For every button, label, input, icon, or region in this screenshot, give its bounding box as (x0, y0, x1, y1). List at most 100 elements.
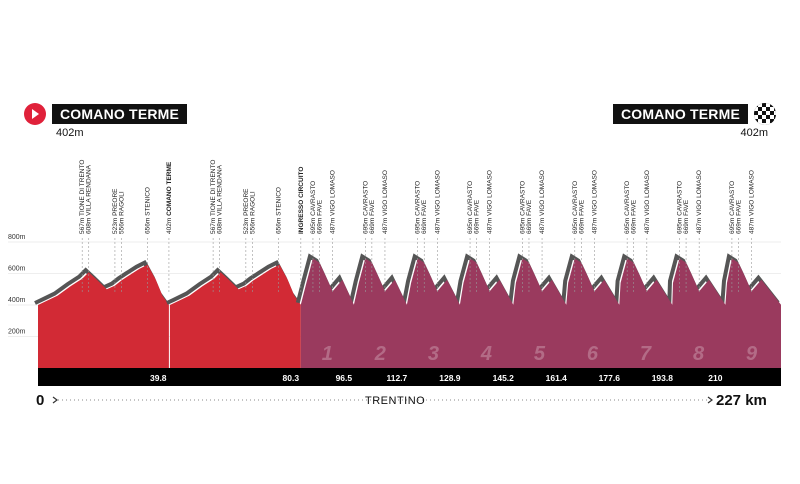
waypoint-label: 695m CAVRASTO (729, 181, 736, 234)
distance-bar (38, 368, 781, 386)
waypoint-text: 695m CAVRASTO (362, 181, 369, 234)
total-distance-label: 227 km (716, 392, 767, 409)
waypoint-text: 669m FAVE (578, 199, 585, 234)
waypoint-text: 487m VIGO LOMASO (434, 170, 441, 234)
waypoint-text: 669m FAVE (316, 199, 323, 234)
finish-flag-icon (754, 103, 776, 125)
waypoint-text: 487m VIGO LOMASO (696, 170, 703, 234)
waypoint-text: 695m CAVRASTO (415, 181, 422, 234)
waypoint-text: 567m TIONE DI TRENTO (79, 160, 86, 234)
waypoint-text: 608m VILLA RENDANA (217, 164, 224, 234)
waypoint-label: 656m STENICO (145, 187, 152, 234)
waypoint-text: 669m FAVE (369, 199, 376, 234)
waypoint-text: 523m PREORE (112, 188, 119, 234)
waypoint-label: 487m VIGO LOMASO (696, 170, 703, 234)
start-altitude: 402m (56, 127, 84, 139)
waypoint-text: 487m VIGO LOMASO (539, 170, 546, 234)
lap-number: 5 (534, 343, 546, 365)
waypoint-label: 487m VIGO LOMASO (539, 170, 546, 234)
lap-number: 2 (374, 343, 386, 365)
waypoint-label: 695m CAVRASTO (415, 181, 422, 234)
start-flag-icon (24, 103, 46, 125)
waypoint-label: 669m FAVE (421, 199, 428, 234)
waypoint-label: 695m CAVRASTO (310, 181, 317, 234)
km-marker: 128.9 (439, 373, 461, 383)
waypoint-text: 695m CAVRASTO (624, 181, 631, 234)
lap-numbers: 1 2 3 4 5 6 7 8 9 (322, 343, 758, 365)
waypoint-label: 695m CAVRASTO (677, 181, 684, 234)
lap-number: 3 (428, 343, 439, 365)
waypoint-label: 523m PREORE (243, 188, 250, 234)
waypoint-label: 669m FAVE (735, 199, 742, 234)
waypoint-label: 695m CAVRASTO (519, 181, 526, 234)
distance-axis (52, 396, 713, 404)
km-marker: 145.2 (493, 373, 515, 383)
waypoint-text: 487m VIGO LOMASO (487, 170, 494, 234)
waypoint-text: 695m CAVRASTO (310, 181, 317, 234)
y-tick-label: 800m (8, 234, 26, 241)
waypoint-text: 695m CAVRASTO (572, 181, 579, 234)
km-markers: 39.8 80.3 96.5 112.7 128.9 145.2 161.4 177.6 193… (150, 373, 723, 383)
lap-number: 9 (746, 343, 758, 365)
km-marker: 39.8 (150, 373, 167, 383)
waypoint-label: 608m VILLA RENDANA (217, 164, 224, 234)
waypoint-text: 695m CAVRASTO (467, 181, 474, 234)
waypoint-text: 487m VIGO LOMASO (382, 170, 389, 234)
lap-number: 7 (640, 343, 652, 365)
profile-loop-area (169, 264, 301, 368)
waypoint-text: 523m PREORE (243, 188, 250, 234)
km-marker: 80.3 (283, 373, 300, 383)
waypoint-label: 523m PREORE (112, 188, 119, 234)
waypoint-label: 487m VIGO LOMASO (330, 170, 337, 234)
waypoint-text: 669m FAVE (474, 199, 481, 234)
waypoint-text: 487m VIGO LOMASO (330, 170, 337, 234)
waypoint-text: 695m CAVRASTO (677, 181, 684, 234)
finish-altitude: 402m (740, 127, 768, 139)
km-marker: 161.4 (546, 373, 568, 383)
profile-circuit-area (300, 258, 781, 368)
km-marker: 210 (708, 373, 722, 383)
waypoint-text: 669m FAVE (683, 199, 690, 234)
waypoint-label: 487m VIGO LOMASO (591, 170, 598, 234)
waypoint-label: 695m CAVRASTO (572, 181, 579, 234)
waypoint-label: 402m COMANO TERME (166, 161, 173, 234)
waypoint-text: 608m VILLA RENDANA (86, 164, 93, 234)
start-header: COMANO TERME (24, 103, 188, 125)
waypoint-bold-text: COMANO TERME (166, 161, 173, 216)
waypoint-label: 669m FAVE (474, 199, 481, 234)
waypoint-label: 487m VIGO LOMASO (644, 170, 651, 234)
waypoint-text: 656m STENICO (145, 187, 152, 234)
lap-number: 1 (322, 343, 333, 365)
waypoint-text: 487m VIGO LOMASO (644, 170, 651, 234)
waypoint-label: 556m RAGOLI (249, 191, 256, 234)
waypoint-label: 669m FAVE (631, 199, 638, 234)
waypoint-text: 695m CAVRASTO (519, 181, 526, 234)
waypoint-text: 556m RAGOLI (249, 191, 256, 234)
waypoint-text: 656m STENICO (276, 187, 283, 234)
lap-number: 8 (693, 343, 705, 365)
waypoint-label: INGRESSO CIRCUITO (298, 167, 305, 234)
waypoint-label: 695m CAVRASTO (362, 181, 369, 234)
waypoint-text: 695m CAVRASTO (729, 181, 736, 234)
y-tick-label: 600m (8, 266, 26, 273)
y-tick-label: 400m (8, 297, 26, 304)
waypoint-label: 669m FAVE (578, 199, 585, 234)
km-marker: 177.6 (599, 373, 621, 383)
finish-title: COMANO TERME (612, 104, 748, 124)
waypoint-label: 669m FAVE (369, 199, 376, 234)
waypoint-label: 669m FAVE (526, 199, 533, 234)
start-title: COMANO TERME (52, 104, 188, 124)
finish-header: COMANO TERME (612, 103, 776, 125)
waypoint-text: 487m VIGO LOMASO (749, 170, 756, 234)
waypoint-bold-text: INGRESSO CIRCUITO (298, 167, 305, 234)
waypoint-label: 567m TIONE DI TRENTO (210, 160, 217, 234)
waypoint-text: 487m VIGO LOMASO (591, 170, 598, 234)
waypoint-labels: 567m TIONE DI TRENTO 608m VILLA RENDANA 52… (79, 160, 755, 234)
waypoint-text: 669m FAVE (526, 199, 533, 234)
start-km-label: 0 (36, 392, 45, 409)
waypoint-label: 656m STENICO (276, 187, 283, 234)
waypoint-label: 487m VIGO LOMASO (487, 170, 494, 234)
waypoint-text: 669m FAVE (631, 199, 638, 234)
profile-loop-area (38, 264, 169, 368)
